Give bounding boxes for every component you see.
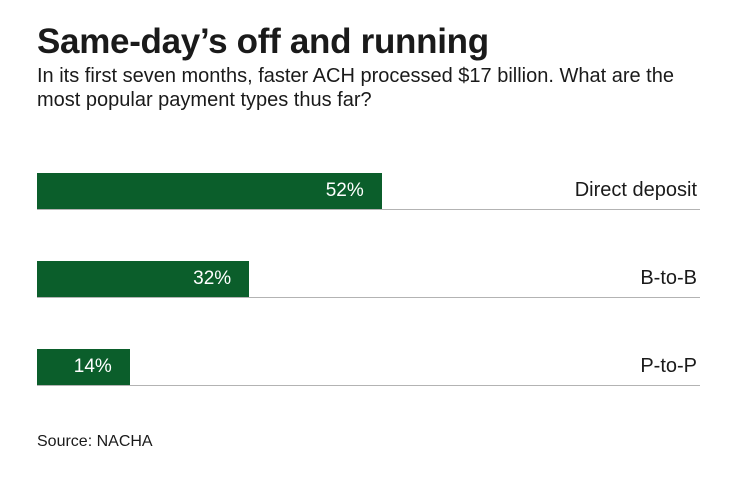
- bar-row: 32% B-to-B: [37, 248, 700, 298]
- row-baseline: [37, 209, 700, 210]
- bar: 14%: [37, 349, 130, 385]
- bar-chart: 52% Direct deposit 32% B-to-B 14% P-to-P: [37, 160, 700, 400]
- row-baseline: [37, 385, 700, 386]
- bar-value-label: 14%: [73, 356, 112, 377]
- category-label: Direct deposit: [574, 179, 697, 201]
- bar-value-label: 52%: [325, 180, 364, 201]
- category-label: B-to-B: [640, 267, 697, 289]
- source-note: Source: NACHA: [37, 433, 153, 450]
- chart-subtitle: In its first seven months, faster ACH pr…: [37, 65, 674, 111]
- bar-value-label: 32%: [193, 268, 232, 289]
- bar: 32%: [37, 261, 250, 297]
- category-label: P-to-P: [640, 355, 697, 377]
- row-baseline: [37, 297, 700, 298]
- bar-row: 52% Direct deposit: [37, 160, 700, 210]
- bar: 52%: [37, 173, 382, 209]
- bar-row: 14% P-to-P: [37, 336, 700, 386]
- chart-title: Same-day’s off and running: [37, 22, 489, 61]
